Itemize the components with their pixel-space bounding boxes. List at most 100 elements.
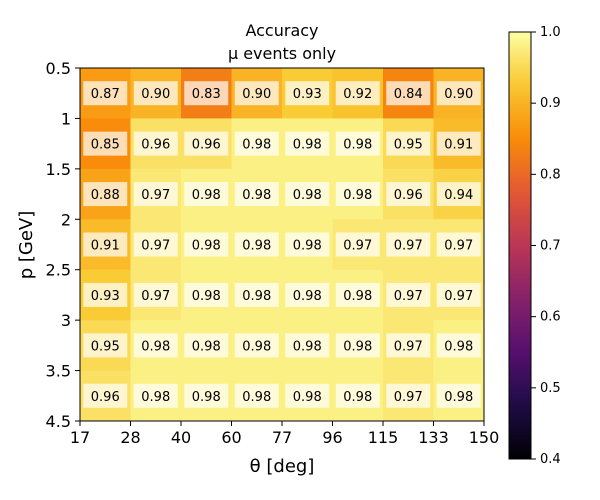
cell-label-box [285, 333, 330, 358]
x-tick-label: 150 [469, 428, 500, 447]
cell-value-label: 0.96 [192, 138, 221, 153]
x-tick-label: 17 [70, 428, 90, 447]
cell-value-label: 0.95 [394, 138, 423, 153]
y-tick-label: 2 [61, 210, 71, 229]
cell-label-box [133, 81, 178, 106]
cell-label-box [133, 383, 178, 408]
cell-label-box [386, 282, 431, 307]
cell-value-label: 0.94 [444, 188, 473, 203]
x-tick-label: 77 [272, 428, 292, 447]
colorbar-tick-label: 0.6 [540, 310, 561, 325]
cell-label-box [83, 333, 128, 358]
cell-value-label: 0.96 [141, 138, 170, 153]
cell-label-box [386, 81, 431, 106]
cell-value-label: 0.98 [444, 339, 473, 354]
cell-label-box [386, 182, 431, 207]
colorbar-tick-label: 1.0 [540, 25, 561, 40]
y-tick-label: 4.5 [46, 412, 71, 431]
cell-value-label: 0.98 [343, 390, 372, 405]
cell-value-label: 0.98 [343, 289, 372, 304]
cell-value-label: 0.97 [141, 289, 170, 304]
cell-label-box [386, 131, 431, 156]
cell-label-box [184, 81, 229, 106]
x-axis-label: θ [deg] [250, 456, 315, 477]
cell-label-box [184, 383, 229, 408]
cell-label-box [184, 333, 229, 358]
cell-value-label: 0.96 [91, 390, 120, 405]
cell-label-box [285, 282, 330, 307]
cell-value-label: 0.98 [293, 188, 322, 203]
cell-label-box [83, 81, 128, 106]
cell-label-box [234, 282, 279, 307]
cell-value-label: 0.97 [394, 390, 423, 405]
colorbar-tick-label: 0.4 [540, 452, 561, 467]
cell-label-box [133, 232, 178, 257]
chart-subtitle: μ events only [228, 44, 336, 63]
cell-label-box [234, 232, 279, 257]
cell-value-label: 0.98 [141, 390, 170, 405]
y-tick-label: 3.5 [46, 362, 71, 381]
cell-value-label: 0.84 [394, 87, 423, 102]
cell-value-label: 0.98 [343, 339, 372, 354]
cell-value-label: 0.90 [242, 87, 271, 102]
y-tick-label: 3 [61, 311, 71, 330]
cell-label-box [335, 131, 380, 156]
cell-label-box [285, 182, 330, 207]
cell-value-label: 0.97 [394, 289, 423, 304]
cell-value-label: 0.97 [141, 188, 170, 203]
cell-label-box [436, 282, 481, 307]
cell-value-label: 0.83 [192, 87, 221, 102]
cell-value-label: 0.93 [293, 87, 322, 102]
x-tick-label: 133 [418, 428, 449, 447]
colorbar-tick-label: 0.5 [540, 381, 561, 396]
cell-value-label: 0.98 [242, 390, 271, 405]
cell-value-label: 0.98 [293, 339, 322, 354]
cell-value-label: 0.97 [394, 239, 423, 254]
cell-value-label: 0.98 [192, 188, 221, 203]
cell-label-box [133, 282, 178, 307]
x-tick-label: 96 [322, 428, 342, 447]
cell-value-label: 0.87 [91, 87, 120, 102]
cell-value-label: 0.98 [192, 390, 221, 405]
cell-label-box [83, 182, 128, 207]
cell-label-box [234, 182, 279, 207]
x-tick-label: 60 [221, 428, 241, 447]
cell-value-label: 0.98 [192, 339, 221, 354]
cell-value-label: 0.91 [444, 138, 473, 153]
cell-label-box [234, 383, 279, 408]
cell-label-box [436, 232, 481, 257]
cell-value-label: 0.98 [242, 239, 271, 254]
cell-value-label: 0.98 [293, 239, 322, 254]
cell-value-label: 0.90 [444, 87, 473, 102]
cell-value-label: 0.98 [242, 188, 271, 203]
cell-value-label: 0.98 [141, 339, 170, 354]
cell-value-label: 0.97 [394, 339, 423, 354]
cell-value-label: 0.98 [192, 289, 221, 304]
cell-label-box [133, 131, 178, 156]
cell-label-box [184, 182, 229, 207]
y-tick-label: 1.5 [46, 160, 71, 179]
cell-label-box [184, 282, 229, 307]
cell-label-box [335, 81, 380, 106]
y-tick-label: 2.5 [46, 261, 71, 280]
y-tick-label: 1 [61, 109, 71, 128]
cell-value-label: 0.98 [242, 289, 271, 304]
x-axis-ticks: 17 28 40 60 77 96 115 133 150 [70, 421, 499, 447]
cell-label-box [83, 282, 128, 307]
cell-value-label: 0.97 [343, 239, 372, 254]
cell-label-box [83, 232, 128, 257]
cell-value-label: 0.97 [444, 239, 473, 254]
cell-value-label: 0.93 [91, 289, 120, 304]
cell-value-label: 0.98 [343, 138, 372, 153]
cell-label-box [386, 383, 431, 408]
cell-value-label: 0.85 [91, 138, 120, 153]
cell-value-label: 0.98 [293, 390, 322, 405]
cell-label-box [184, 131, 229, 156]
cell-value-label: 0.95 [91, 339, 120, 354]
cell-value-label: 0.88 [91, 188, 120, 203]
cell-label-box [335, 383, 380, 408]
cell-value-label: 0.97 [141, 239, 170, 254]
chart-title: Accuracy [245, 21, 318, 40]
colorbar-ticks: 0.4 0.5 0.6 0.7 0.8 0.9 1.0 [531, 25, 561, 467]
cell-label-box [285, 131, 330, 156]
